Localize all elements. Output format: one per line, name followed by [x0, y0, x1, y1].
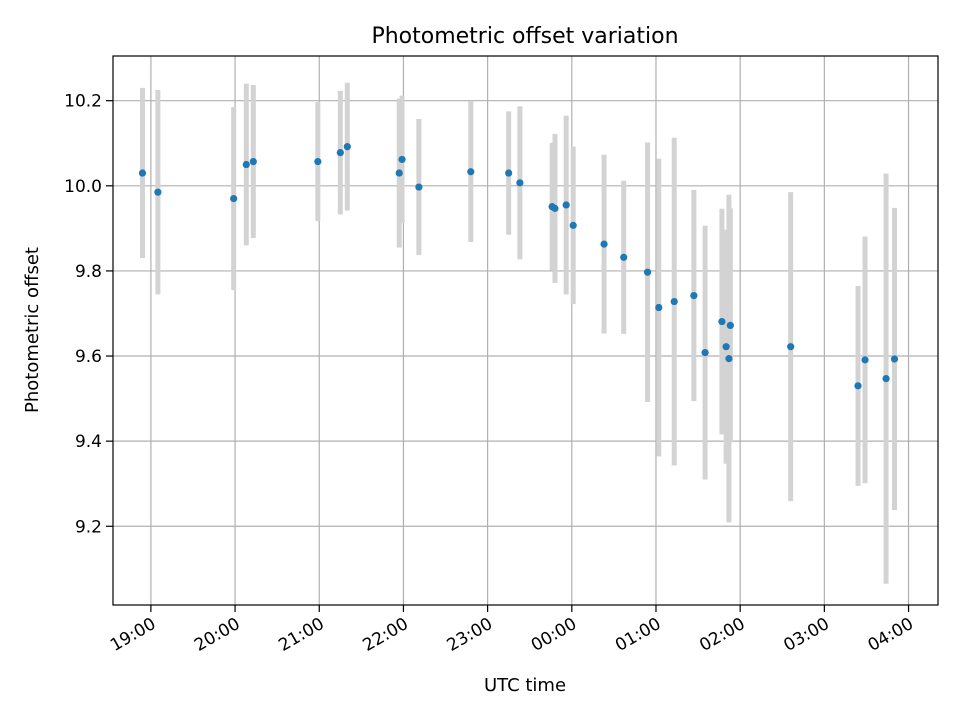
data-point: [620, 253, 628, 261]
data-point: [249, 157, 257, 166]
x-tick-label: 01:00: [612, 614, 664, 656]
grid: [113, 56, 938, 605]
data-point: [467, 168, 475, 176]
plot-frame: [112, 55, 939, 606]
x-tick-label: 04:00: [865, 614, 917, 656]
y-axis-ticks: 9.2 9.4 9.6 9.8 10.0 10.2: [64, 92, 113, 537]
data-point: [787, 343, 795, 351]
data-point: [551, 204, 559, 212]
data-point: [725, 354, 733, 363]
x-axis-ticks: 19:00 20:00 21:00 22:00 23:00 00:00 01:00 02:00…: [107, 605, 917, 656]
data-point: [718, 317, 726, 326]
data-point: [722, 343, 730, 351]
data-point: [882, 374, 890, 383]
x-tick-label: 19:00: [107, 614, 159, 656]
data-points: [138, 143, 899, 390]
y-axis-label: Photometric offset: [22, 247, 43, 413]
data-point: [670, 297, 678, 306]
chart-title: Photometric offset variation: [371, 24, 678, 49]
data-point: [230, 194, 238, 203]
y-tick-label: 10.0: [64, 177, 102, 197]
data-point: [861, 356, 869, 364]
data-point: [505, 169, 513, 177]
x-tick-label: 21:00: [275, 614, 327, 656]
y-tick-label: 9.8: [75, 262, 102, 282]
y-tick-label: 10.2: [64, 92, 102, 112]
x-tick-label: 00:00: [528, 614, 580, 656]
x-tick-label: 23:00: [444, 614, 496, 656]
data-point: [726, 321, 734, 329]
data-point: [569, 221, 577, 229]
y-tick-label: 9.6: [75, 347, 102, 367]
data-point: [655, 303, 663, 312]
errorbars: [139, 82, 898, 584]
y-tick-label: 9.4: [75, 432, 102, 452]
x-axis-label: UTC time: [484, 675, 566, 696]
data-point: [395, 169, 403, 177]
data-point: [516, 179, 524, 187]
data-point: [314, 157, 322, 166]
data-point: [242, 160, 250, 169]
y-tick-label: 9.2: [75, 517, 102, 537]
data-point: [701, 349, 709, 357]
data-point: [600, 240, 608, 248]
data-point: [854, 382, 862, 390]
data-point: [643, 268, 652, 276]
data-point: [562, 201, 570, 209]
x-tick-label: 03:00: [780, 614, 832, 656]
x-tick-label: 02:00: [696, 614, 748, 656]
data-point: [343, 143, 351, 151]
data-point: [415, 183, 423, 191]
data-point: [398, 155, 406, 164]
data-point: [690, 292, 698, 300]
data-point: [890, 355, 899, 363]
x-tick-label: 20:00: [191, 614, 243, 656]
data-point: [336, 149, 344, 157]
data-point: [154, 188, 162, 196]
data-point: [138, 169, 147, 177]
x-tick-label: 22:00: [359, 614, 411, 656]
